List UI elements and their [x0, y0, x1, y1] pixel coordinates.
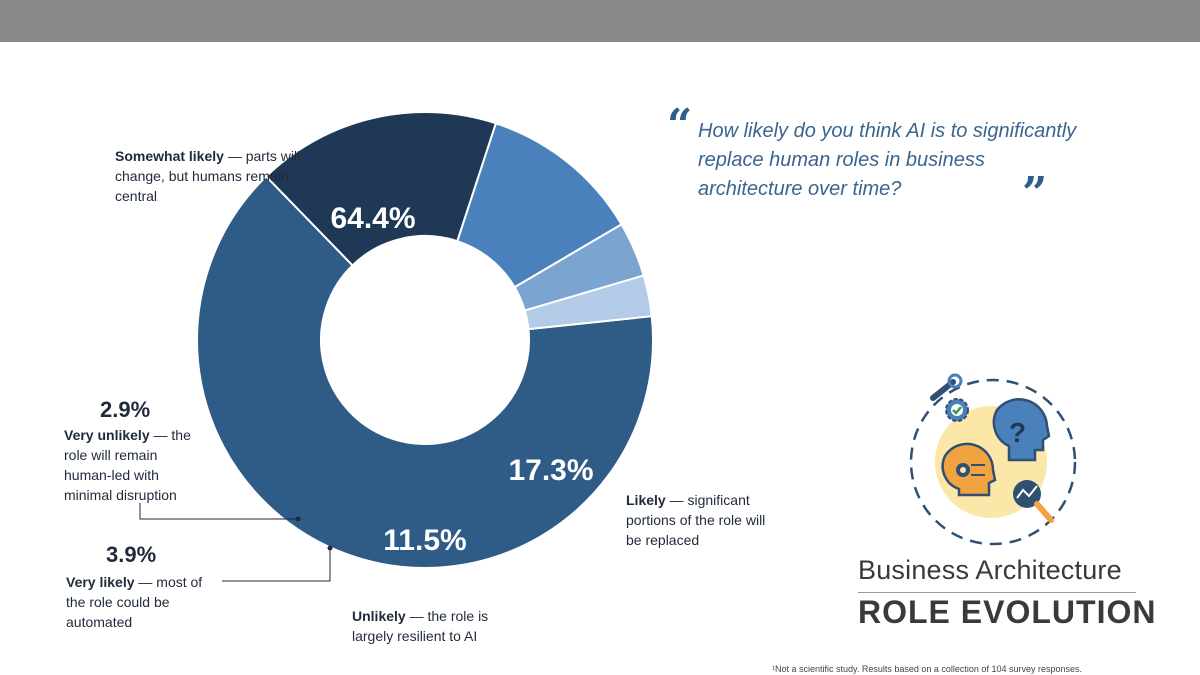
brand-subtitle: ROLE EVOLUTION [858, 594, 1157, 630]
close-quote-icon: ” [1022, 168, 1048, 219]
label-very-likely: Very likely — most of the role could be … [66, 574, 203, 630]
donut-slice-likely [264, 111, 498, 267]
survey-question: How likely do you think AI is to signifi… [698, 120, 1077, 200]
value-label-very-unlikely: 2.9% [100, 397, 151, 422]
leader-very-likely [222, 548, 331, 582]
question-head-icon: ? [992, 398, 1051, 462]
gear-check-icon [945, 398, 969, 422]
open-quote-icon: “ [667, 100, 693, 151]
value-label-very-likely: 3.9% [106, 542, 157, 567]
value-label-likely: 17.3% [508, 454, 593, 487]
donut-slice-very-unlikely [523, 274, 653, 331]
leader-very-unlikely-dot [295, 516, 301, 522]
leader-very-likely-dot [327, 545, 333, 551]
donut-slice-unlikely [456, 122, 623, 289]
brand-divider [858, 592, 1136, 593]
donut-slice-somewhat-likely [196, 175, 654, 569]
robot-head-icon [941, 442, 997, 497]
leader-very-unlikely [139, 503, 298, 520]
magnifier-chart-icon [1013, 480, 1054, 523]
label-very-unlikely: Very unlikely — the role will remain hum… [64, 427, 191, 503]
brand-title: Business Architecture [858, 555, 1122, 585]
label-unlikely: Unlikely — the role is largely resilient… [352, 608, 489, 644]
value-label-unlikely: 11.5% [383, 524, 466, 557]
value-label-somewhat-likely: 64.4% [330, 202, 415, 235]
footnote: ¹Not a scientific study. Results based o… [772, 664, 1082, 674]
ai-role-illustration: ? [909, 373, 1077, 546]
top-bar [0, 0, 1200, 42]
label-somewhat-likely: Somewhat likely — parts will change, but… [115, 148, 301, 204]
svg-text:?: ? [1009, 417, 1026, 448]
wrench-icon [930, 373, 963, 401]
label-likely: Likely — significant portions of the rol… [626, 492, 766, 548]
